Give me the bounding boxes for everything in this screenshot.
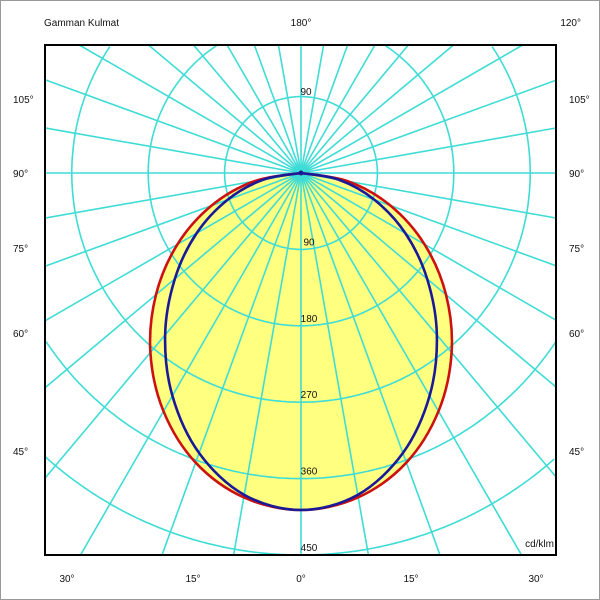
grid-spoke — [44, 172, 302, 267]
grid-spoke — [300, 44, 410, 174]
radial-tick-label-top: 90 — [300, 87, 312, 98]
grid-spoke — [44, 172, 302, 479]
grid-spoke — [300, 172, 370, 556]
right-angle-label: 45° — [569, 447, 584, 458]
grid-spoke — [78, 44, 302, 174]
grid-spoke — [226, 44, 302, 174]
grid-spoke — [300, 44, 524, 174]
grid-spoke — [277, 44, 302, 174]
unit-label: cd/klm — [525, 539, 554, 550]
grid-spoke — [300, 172, 557, 321]
grid-spoke — [232, 172, 302, 556]
grid-spoke — [300, 79, 557, 174]
grid-spoke — [44, 172, 302, 322]
radial-tick-label: 90 — [303, 237, 315, 248]
grid-spoke — [44, 127, 302, 174]
grid-ring — [71, 46, 531, 403]
grid-spoke — [300, 172, 441, 556]
bottom-angle-label: 0° — [296, 574, 306, 585]
right-angle-label: 90° — [569, 169, 584, 180]
grid-spoke — [300, 44, 376, 174]
grid-spoke — [300, 44, 455, 174]
grid-spoke — [253, 44, 302, 174]
right-angle-label: 105° — [569, 95, 590, 106]
grid-spoke — [79, 172, 302, 556]
radial-tick-label: 360 — [301, 467, 318, 478]
left-angle-label: 45° — [13, 447, 28, 458]
grid-ring — [45, 341, 557, 480]
grid-spoke — [147, 44, 302, 174]
bottom-angle-label: 30° — [59, 574, 74, 585]
left-angle-label: 75° — [13, 244, 28, 255]
bottom-angle-label: 15° — [403, 574, 418, 585]
center-point — [298, 170, 304, 176]
intensity-curve-2 — [163, 171, 439, 512]
grid-spoke — [44, 79, 302, 174]
right-angle-label: 60° — [569, 329, 584, 340]
grid-spoke — [161, 172, 302, 556]
bottom-angle-label: 30° — [528, 574, 543, 585]
grid-spoke — [300, 172, 557, 478]
left-angle-label: 105° — [13, 95, 34, 106]
top-angle-label: 180° — [291, 18, 312, 29]
top-right-angle-label: 120° — [560, 18, 581, 29]
radial-tick-label: 450 — [301, 543, 318, 554]
grid-ring — [147, 44, 455, 327]
grid-spoke — [300, 44, 349, 174]
grid-spoke — [300, 127, 557, 174]
radial-tick-label: 180 — [301, 314, 318, 325]
grid-ring — [44, 456, 555, 556]
plot-frame — [44, 44, 557, 556]
grid-spoke — [300, 172, 523, 556]
radial-tick-label: 270 — [301, 390, 318, 401]
right-angle-label: 75° — [569, 244, 584, 255]
bottom-angle-label: 15° — [185, 574, 200, 585]
left-angle-label: 90° — [13, 169, 28, 180]
grid-spoke — [300, 172, 557, 267]
grid-spoke — [44, 172, 302, 389]
left-angle-label: 60° — [13, 329, 28, 340]
grid-spoke — [300, 44, 325, 174]
chart-title: Gamman Kulmat — [44, 18, 119, 29]
grid-spoke — [192, 44, 302, 174]
